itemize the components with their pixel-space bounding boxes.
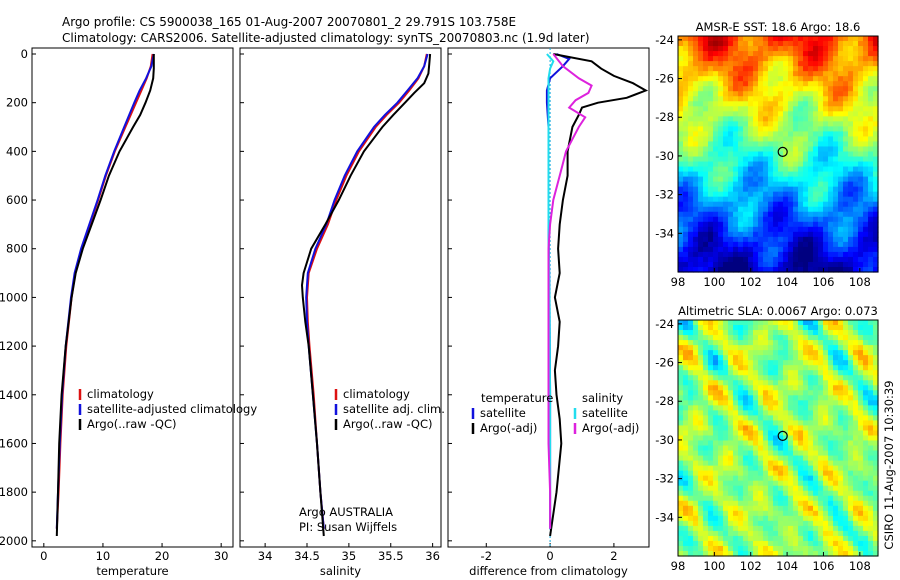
x-tick-label: 108: [849, 559, 871, 573]
x-tick-label: 100: [703, 559, 725, 573]
header-line-2: Climatology: CARS2006. Satellite-adjuste…: [62, 31, 590, 45]
legend-entry: climatology: [343, 387, 410, 401]
y-tick-label: 1800: [0, 485, 28, 499]
x-tick-label: 106: [812, 275, 834, 289]
x-axis-label: temperature: [96, 564, 168, 578]
legend-entry: salinity: [582, 391, 623, 405]
y-tick-label: 200: [6, 96, 28, 110]
temperature-panel: 0 200 400 600 800 1000 1200 1400 1600 1800 2000 0 10…: [0, 47, 257, 578]
legend-entry: satellite adj. clim.: [343, 402, 445, 416]
plot-frame: [239, 47, 442, 548]
x-tick-label: 102: [740, 275, 762, 289]
y-tick-label: -28: [655, 110, 674, 124]
y-tick-label: -26: [655, 356, 674, 370]
x-tick-label: 108: [849, 275, 871, 289]
map-frame: [677, 35, 879, 273]
x-tick-label: 10: [96, 549, 111, 563]
legend-entry: temperature: [481, 391, 553, 405]
x-tick-label: 104: [776, 275, 798, 289]
map-title: AMSR-E SST: 18.6 Argo: 18.6: [696, 20, 861, 34]
legend-entry: Argo(..raw -QC): [343, 417, 433, 431]
sst-map-panel: AMSR-E SST: 18.6 Argo: 18.6 98 100 102 104 10…: [655, 20, 879, 289]
x-tick-label: 102: [740, 559, 762, 573]
map-title: Altimetric SLA: 0.0067 Argo: 0.073: [678, 304, 878, 318]
x-tick-label: 0: [546, 549, 553, 563]
y-tick-label: -28: [655, 394, 674, 408]
y-tick-label: -32: [655, 188, 674, 202]
x-axis-label: difference from climatology: [469, 564, 628, 578]
x-tick-label: 35: [342, 549, 357, 563]
x-tick-label: 36: [425, 549, 440, 563]
plot-frame: [31, 47, 234, 548]
series-climatology: [305, 53, 428, 529]
sla-map-panel: Altimetric SLA: 0.0067 Argo: 0.073 98 100 1…: [655, 304, 896, 573]
series-argo-raw-qc: [55, 54, 155, 537]
y-tick-label: 2000: [0, 534, 28, 548]
y-tick-label: 0: [21, 47, 28, 61]
y-tick-label: -30: [655, 433, 674, 447]
argo-location-marker: [777, 430, 788, 441]
legend-entry: climatology: [87, 387, 154, 401]
x-tick-label: 35.5: [378, 549, 404, 563]
y-tick-label: -34: [655, 510, 674, 524]
y-tick-label: 1600: [0, 436, 28, 450]
credit-label: CSIRO 11-Aug-2007 10:30:39: [882, 380, 896, 549]
legend-entry: satellite: [480, 406, 526, 420]
map-field: [678, 320, 879, 557]
y-tick-label: 600: [6, 193, 28, 207]
map-field: [678, 36, 879, 273]
y-tick-label: 800: [6, 242, 28, 256]
x-tick-label: 98: [671, 559, 686, 573]
x-tick-label: 30: [214, 549, 229, 563]
y-tick-label: -24: [655, 317, 674, 331]
x-tick-label: 98: [671, 275, 686, 289]
series-satellite-adjusted-climatology: [55, 53, 155, 529]
legend-entry: satellite: [582, 406, 628, 420]
x-tick-label: 20: [155, 549, 170, 563]
x-tick-label: 104: [776, 559, 798, 573]
x-tick-label: 34.5: [294, 549, 320, 563]
pi-name: PI: Susan Wijffels: [299, 520, 397, 534]
y-tick-label: -34: [655, 226, 674, 240]
legend-entry: Argo(-adj): [582, 421, 639, 435]
x-tick-label: 0: [40, 549, 47, 563]
x-tick-label: 2: [610, 549, 617, 563]
legend-entry: Argo(..raw -QC): [87, 417, 177, 431]
series-temperature-argo-adj: [549, 53, 649, 537]
legend-entry: satellite-adjusted climatology: [87, 402, 257, 416]
y-tick-label: 1400: [0, 388, 28, 402]
argo-location-marker: [777, 146, 788, 157]
series-salinity-argo-adj: [547, 53, 593, 529]
y-tick-label: -30: [655, 149, 674, 163]
x-tick-label: -2: [481, 549, 492, 563]
series-satellite-adj-clim: [305, 53, 429, 529]
y-tick-label: 1000: [0, 290, 28, 304]
legend-entry: Argo(-adj): [480, 421, 537, 435]
map-frame: [677, 319, 879, 557]
y-tick-label: 400: [6, 144, 28, 158]
x-tick-label: 100: [703, 275, 725, 289]
header-line-1: Argo profile: CS 5900038_165 01-Aug-2007…: [62, 15, 516, 29]
x-tick-label: 34: [258, 549, 273, 563]
y-tick-label: -24: [655, 33, 674, 47]
float-program: Argo AUSTRALIA: [299, 505, 393, 519]
y-tick-label: -26: [655, 72, 674, 86]
series-argo-raw-qc: [300, 53, 432, 537]
y-tick-label: 1200: [0, 339, 28, 353]
x-axis-label: salinity: [320, 564, 361, 578]
salinity-panel: 34 34.5 35 35.5 36 salinity climatologysatelli…: [239, 47, 445, 578]
x-tick-label: 106: [812, 559, 834, 573]
y-tick-label: -32: [655, 472, 674, 486]
series-salinity-satellite: [546, 53, 555, 529]
